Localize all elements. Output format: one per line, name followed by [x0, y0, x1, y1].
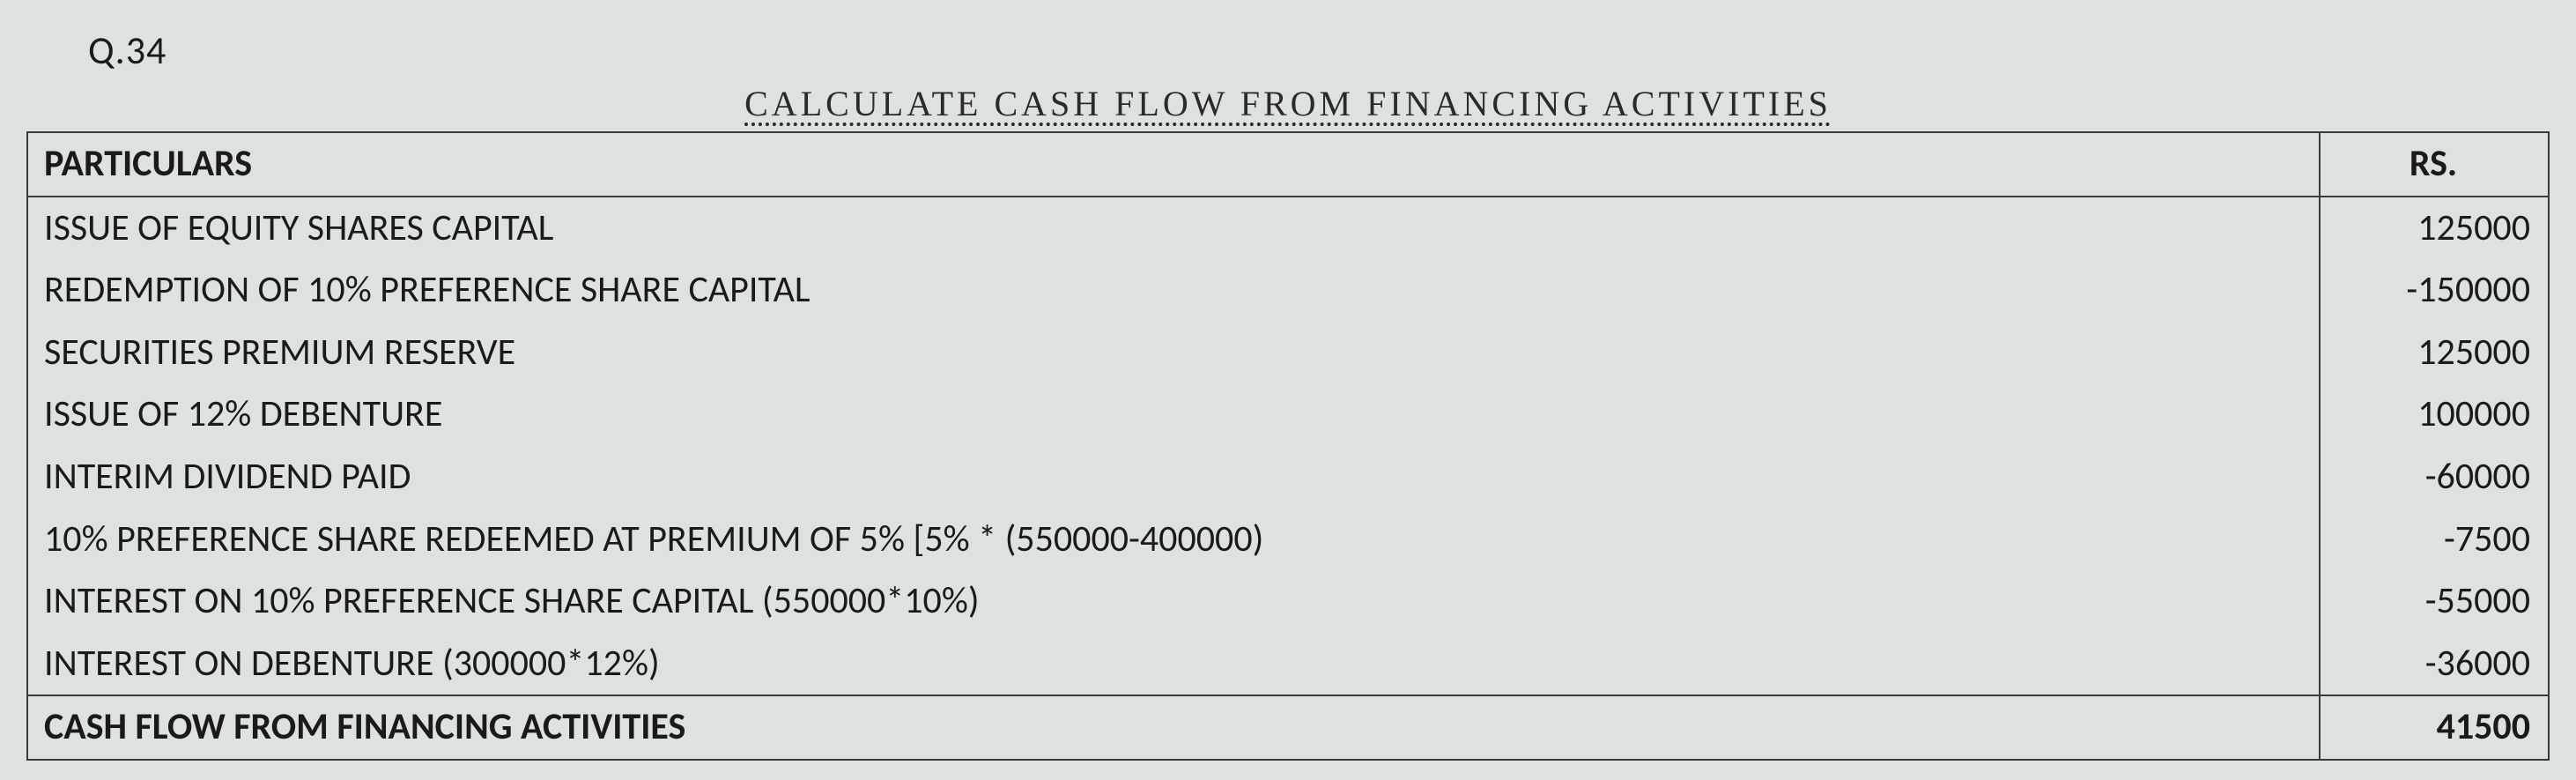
cell-particulars: ISSUE OF EQUITY SHARES CAPITAL — [27, 197, 2320, 260]
table-row: 10% PREFERENCE SHARE REDEEMED AT PREMIUM… — [27, 509, 2549, 571]
document-title: CALCULATE CASH FLOW FROM FINANCING ACTIV… — [26, 83, 2550, 124]
table-row: REDEMPTION OF 10% PREFERENCE SHARE CAPIT… — [27, 259, 2549, 322]
table-header-row: PARTICULARS RS. — [27, 132, 2549, 197]
col-header-particulars: PARTICULARS — [27, 132, 2320, 197]
cell-particulars: 10% PREFERENCE SHARE REDEEMED AT PREMIUM… — [27, 509, 2320, 571]
footer-amount: 41500 — [2320, 695, 2549, 760]
cell-amount: 125000 — [2320, 197, 2549, 260]
table-row: INTEREST ON DEBENTURE (300000*12%) -3600… — [27, 633, 2549, 696]
cashflow-table: PARTICULARS RS. ISSUE OF EQUITY SHARES C… — [26, 131, 2550, 761]
cell-amount: 125000 — [2320, 322, 2549, 384]
cell-particulars: SECURITIES PREMIUM RESERVE — [27, 322, 2320, 384]
table-row: INTERIM DIVIDEND PAID -60000 — [27, 446, 2549, 509]
cell-particulars: REDEMPTION OF 10% PREFERENCE SHARE CAPIT… — [27, 259, 2320, 322]
cell-particulars: INTEREST ON 10% PREFERENCE SHARE CAPITAL… — [27, 570, 2320, 633]
cell-particulars: INTERIM DIVIDEND PAID — [27, 446, 2320, 509]
question-number: Q.34 — [88, 26, 2550, 74]
cell-amount: -36000 — [2320, 633, 2549, 696]
footer-particulars: CASH FLOW FROM FINANCING ACTIVITIES — [27, 695, 2320, 760]
cell-amount: 100000 — [2320, 383, 2549, 446]
document-page: Q.34 CALCULATE CASH FLOW FROM FINANCING … — [0, 0, 2576, 780]
col-header-rs: RS. — [2320, 132, 2549, 197]
cell-amount: -60000 — [2320, 446, 2549, 509]
table-row: ISSUE OF EQUITY SHARES CAPITAL 125000 — [27, 197, 2549, 260]
table-row: ISSUE OF 12% DEBENTURE 100000 — [27, 383, 2549, 446]
table-row: INTEREST ON 10% PREFERENCE SHARE CAPITAL… — [27, 570, 2549, 633]
table-footer-row: CASH FLOW FROM FINANCING ACTIVITIES 4150… — [27, 695, 2549, 760]
cell-amount: -7500 — [2320, 509, 2549, 571]
cell-particulars: ISSUE OF 12% DEBENTURE — [27, 383, 2320, 446]
table-row: SECURITIES PREMIUM RESERVE 125000 — [27, 322, 2549, 384]
cell-particulars: INTEREST ON DEBENTURE (300000*12%) — [27, 633, 2320, 696]
cell-amount: -55000 — [2320, 570, 2549, 633]
cell-amount: -150000 — [2320, 259, 2549, 322]
